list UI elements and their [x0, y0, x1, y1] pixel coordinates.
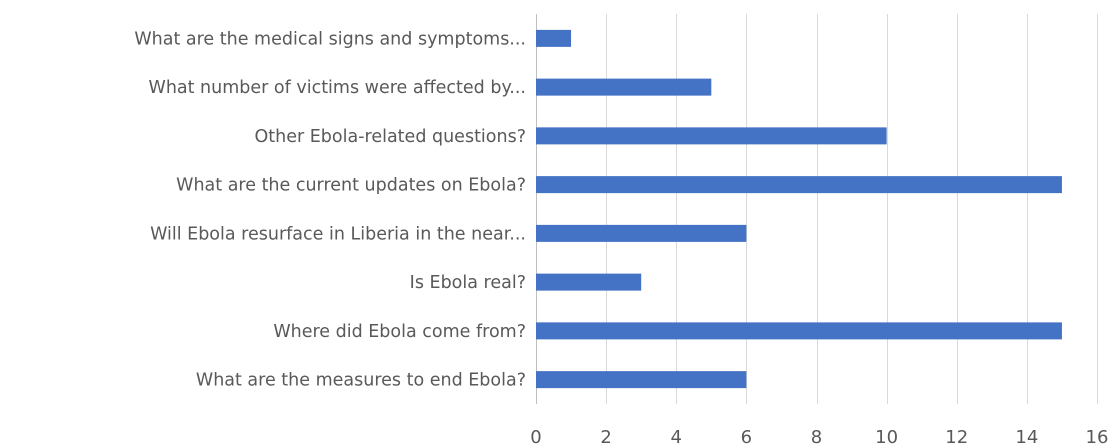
category-label: What number of victims were affected by.… [149, 78, 526, 98]
category-label: What are the medical signs and symptoms.… [134, 29, 526, 49]
x-tick-label: 2 [600, 427, 611, 448]
x-tick-label: 6 [741, 427, 752, 448]
category-label: Will Ebola resurface in Liberia in the n… [150, 224, 526, 244]
x-tick-label: 0 [530, 427, 541, 448]
bar [536, 29, 572, 47]
bar [536, 224, 747, 242]
x-tick-label: 14 [1015, 427, 1038, 448]
category-label: Where did Ebola come from? [273, 322, 526, 342]
bar [536, 322, 1062, 340]
gridlines [536, 14, 1098, 404]
category-label: Is Ebola real? [410, 273, 526, 293]
x-tick-label: 8 [811, 427, 822, 448]
x-tick-label: 4 [671, 427, 682, 448]
category-label: What are the measures to end Ebola? [196, 371, 526, 391]
category-label: Other Ebola-related questions? [255, 127, 527, 147]
category-label: What are the current updates on Ebola? [176, 176, 526, 196]
bar [536, 371, 747, 389]
x-tick-label: 10 [875, 427, 898, 448]
bar [536, 273, 642, 291]
category-labels: What are the medical signs and symptoms.… [134, 29, 526, 390]
bar [536, 176, 1062, 194]
x-tick-label: 16 [1086, 427, 1109, 448]
x-tick-label: 12 [945, 427, 968, 448]
bar [536, 127, 887, 145]
bar [536, 78, 712, 96]
x-tick-labels: 0 2 4 6 8 10 12 14 16 [530, 427, 1108, 448]
bars [536, 29, 1062, 389]
